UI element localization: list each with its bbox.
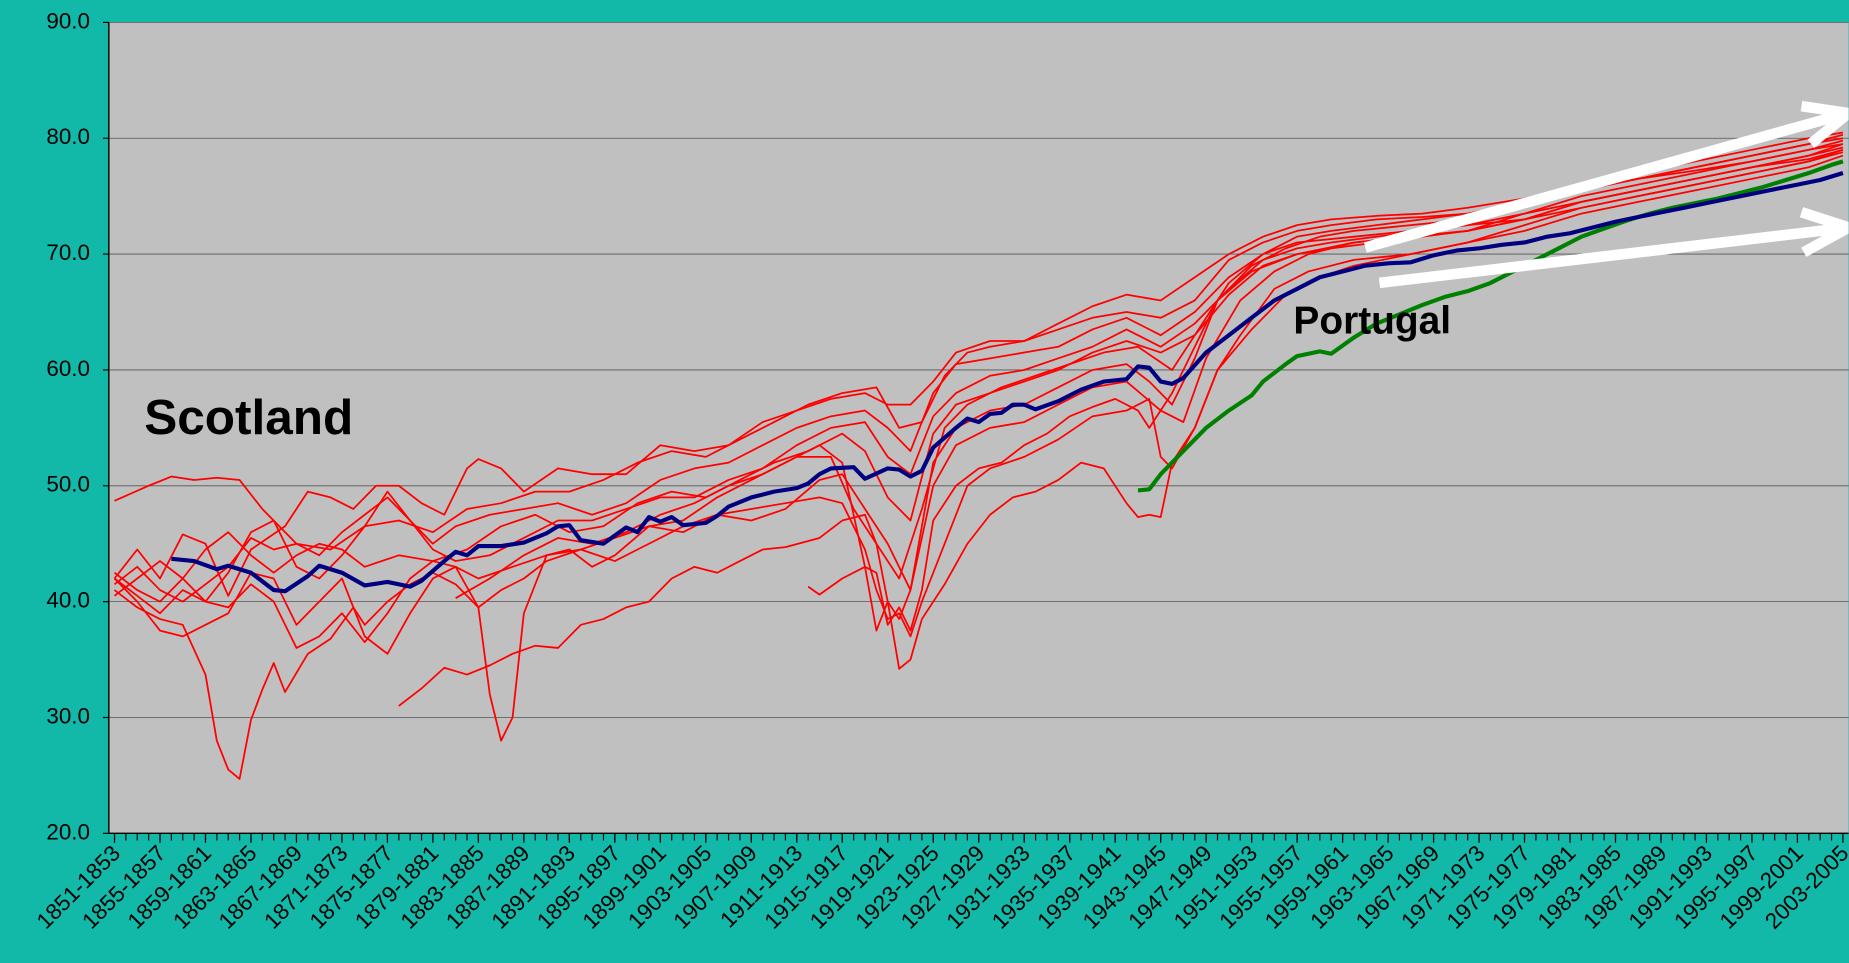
y-tick-label: 90.0 <box>46 8 90 33</box>
arrow-head <box>1800 100 1849 148</box>
y-tick-label: 60.0 <box>46 356 90 381</box>
arrow-head <box>1799 207 1849 257</box>
plot-area <box>108 22 1849 834</box>
series-line-highlight <box>1137 159 1844 493</box>
series-line <box>114 131 1844 551</box>
y-tick-label: 70.0 <box>46 240 90 265</box>
series-line <box>113 137 1844 597</box>
series-line-highlight <box>171 171 1844 594</box>
y-tick-label: 80.0 <box>46 124 90 149</box>
y-tick-label: 30.0 <box>46 703 90 728</box>
arrows <box>1363 100 1849 289</box>
annotation: Portugal <box>1293 300 1451 343</box>
series-line <box>398 154 1844 707</box>
y-tick-label: 40.0 <box>46 588 90 613</box>
series-line <box>455 151 1844 599</box>
series-line <box>113 146 1844 649</box>
lines <box>113 131 1844 780</box>
trend-arrow <box>1378 223 1840 289</box>
annotation: Scotland <box>144 390 353 445</box>
y-tick-label: 20.0 <box>46 819 90 844</box>
y-tick-label: 50.0 <box>46 472 90 497</box>
trend-arrow <box>1363 110 1841 253</box>
series-line <box>113 139 1844 603</box>
